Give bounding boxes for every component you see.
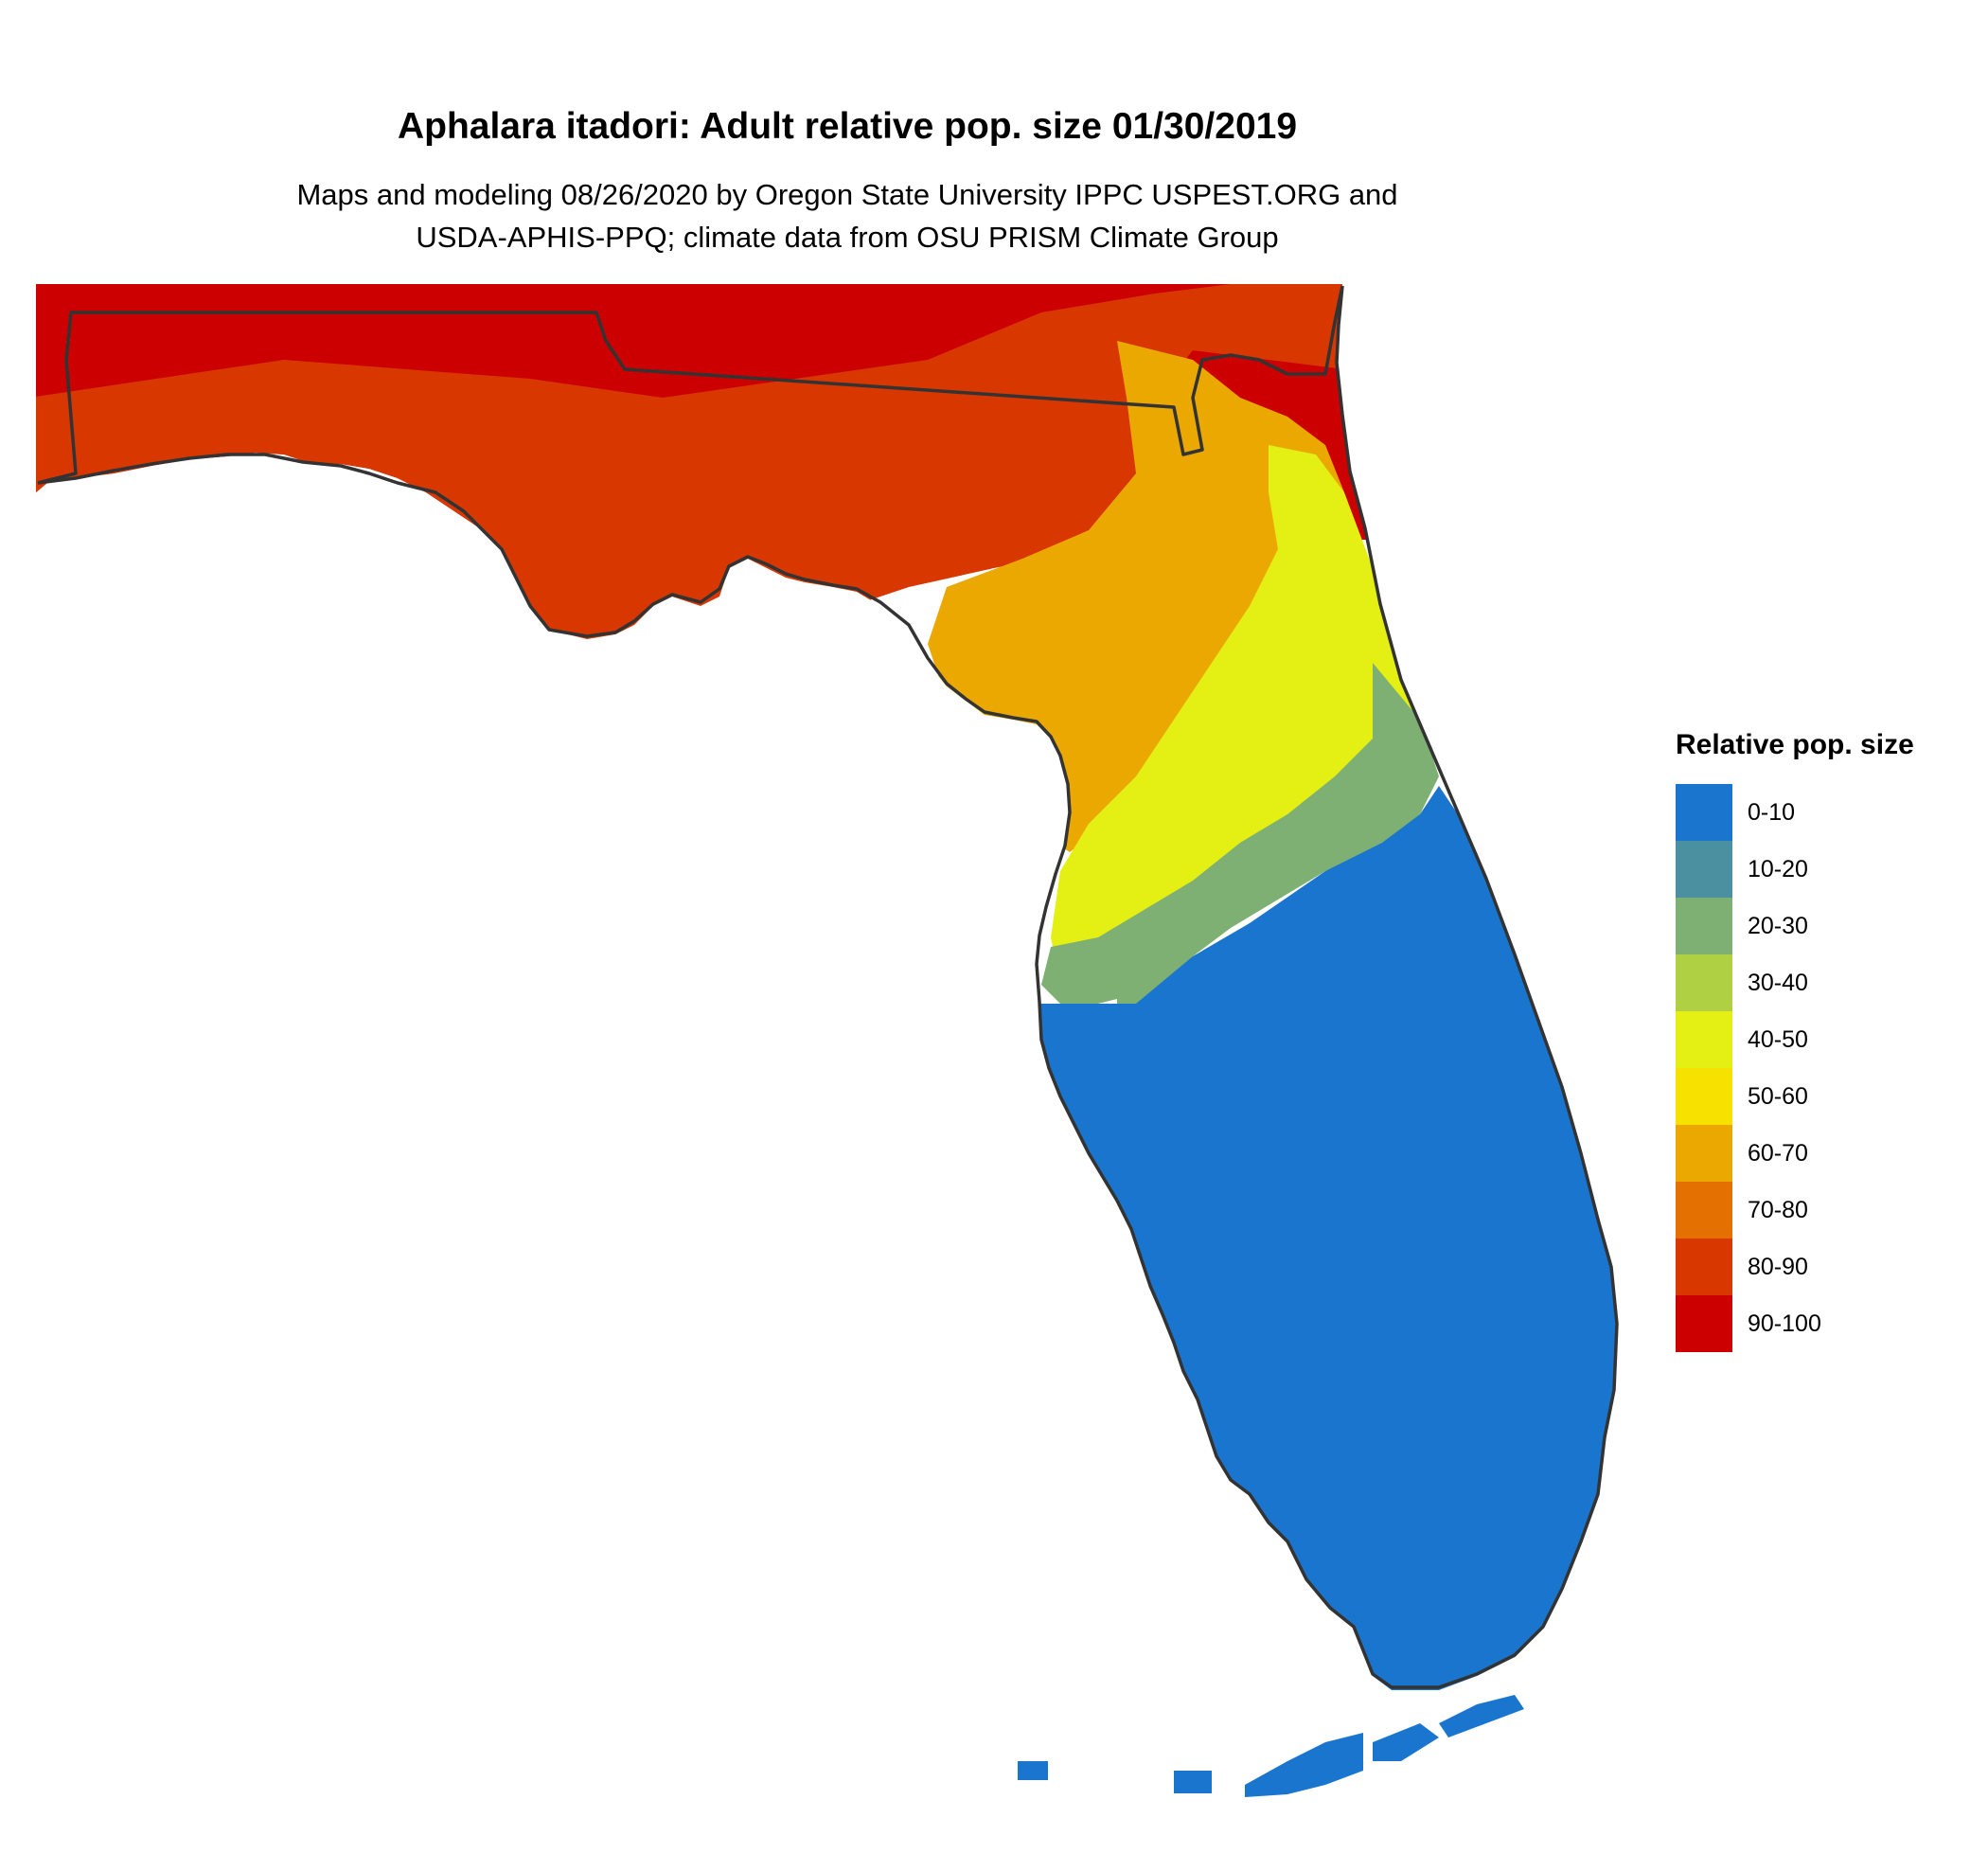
legend-label: 90-100 <box>1748 1310 1821 1337</box>
key-island <box>1245 1733 1363 1797</box>
legend-item-10-20: 10-20 <box>1676 841 1914 898</box>
florida-keys <box>1018 1695 1524 1797</box>
legend-swatch <box>1676 1125 1732 1182</box>
legend-label: 40-50 <box>1748 1025 1808 1053</box>
legend-swatch <box>1676 954 1732 1011</box>
state-border <box>37 285 1344 485</box>
legend-swatch <box>1676 841 1732 898</box>
legend-label: 0-10 <box>1748 798 1796 826</box>
legend-label: 50-60 <box>1748 1082 1808 1110</box>
zone-0-10-west <box>1117 985 1231 1117</box>
legend-swatch <box>1676 1295 1732 1352</box>
legend-label: 20-30 <box>1748 912 1808 939</box>
key-island <box>1373 1723 1439 1761</box>
legend-item-20-30: 20-30 <box>1676 898 1914 954</box>
legend: Relative pop. size 0-10 10-20 20-30 30-40 40… <box>1676 729 1914 1352</box>
legend-label: 80-90 <box>1748 1253 1808 1280</box>
key-island <box>1174 1771 1212 1793</box>
legend-label: 70-80 <box>1748 1196 1808 1223</box>
legend-swatch <box>1676 784 1732 841</box>
legend-swatch <box>1676 1011 1732 1068</box>
zone-40-50 <box>1051 445 1420 985</box>
legend-label: 60-70 <box>1748 1139 1808 1167</box>
legend-swatch <box>1676 1182 1732 1238</box>
legend-label: 10-20 <box>1748 855 1808 882</box>
key-island <box>1439 1695 1524 1737</box>
legend-item-40-50: 40-50 <box>1676 1011 1914 1068</box>
legend-item-0-10: 0-10 <box>1676 784 1914 841</box>
legend-swatch <box>1676 1068 1732 1125</box>
legend-label: 30-40 <box>1748 969 1808 996</box>
legend-swatch <box>1676 1238 1732 1295</box>
florida-coastline <box>37 285 1619 1689</box>
map-subtitle-line-2: USDA-APHIS-PPQ; climate data from OSU PR… <box>416 221 1279 254</box>
legend-item-50-60: 50-60 <box>1676 1068 1914 1125</box>
zone-20-30 <box>1041 663 1439 1004</box>
legend-item-60-70: 60-70 <box>1676 1125 1914 1182</box>
map-title: Aphalara itadori: Adult relative pop. si… <box>397 106 1298 147</box>
key-island <box>1018 1761 1048 1780</box>
legend-title: Relative pop. size <box>1676 729 1914 760</box>
legend-item-70-80: 70-80 <box>1676 1182 1914 1238</box>
legend-item-30-40: 30-40 <box>1676 954 1914 1011</box>
population-raster <box>36 284 1617 1690</box>
legend-item-90-100: 90-100 <box>1676 1295 1914 1352</box>
legend-swatch <box>1676 898 1732 954</box>
legend-item-80-90: 80-90 <box>1676 1238 1914 1295</box>
map-subtitle-line-1: Maps and modeling 08/26/2020 by Oregon S… <box>296 178 1398 211</box>
state-outline <box>37 285 1619 1689</box>
